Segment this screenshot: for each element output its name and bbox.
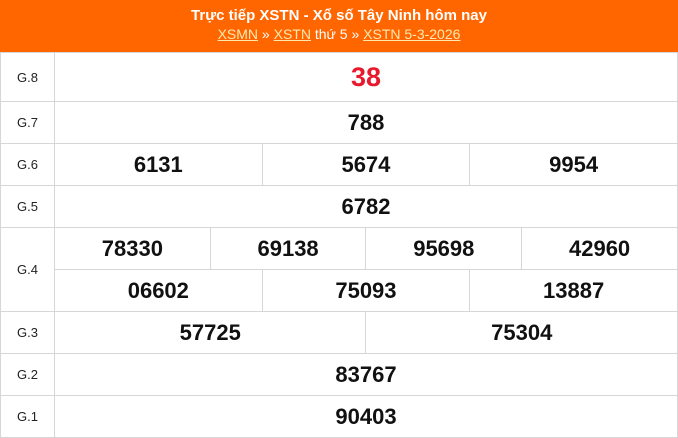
page-title: Trực tiếp XSTN - Xổ số Tây Ninh hôm nay — [191, 7, 487, 24]
prize-number: 6782 — [54, 185, 678, 228]
results-table: G.8 38 G.7 788 G.6 6131 5674 9954 G.5 6782 G.4… — [0, 52, 678, 438]
crumb-xsmn[interactable]: XSMN — [217, 26, 259, 42]
prize-number: 83767 — [54, 353, 678, 396]
prize-label: G.5 — [0, 185, 55, 228]
crumb-xstn[interactable]: XSTN — [273, 26, 311, 42]
prize-row-g8: G.8 38 — [0, 52, 678, 102]
prize-number: 95698 — [365, 227, 523, 270]
prize-number: 788 — [54, 101, 678, 144]
prize-label: G.8 — [0, 52, 55, 102]
prize-number: 38 — [54, 52, 678, 102]
prize-number: 75093 — [261, 269, 471, 312]
prize-row-g2: G.2 83767 — [0, 353, 678, 396]
prize-row-g4: G.4 78330 69138 95698 42960 — [0, 227, 678, 312]
prize-label: G.1 — [0, 395, 55, 438]
prize-label: G.6 — [0, 143, 55, 186]
prize-label: G.2 — [0, 353, 55, 396]
prize-row-g6: G.6 6131 5674 9954 — [0, 143, 678, 186]
prize-row-g1: G.1 90403 — [0, 395, 678, 438]
crumb-text: thứ 5 » — [310, 26, 364, 42]
prize-row-g5: G.5 6782 — [0, 185, 678, 228]
prize-row-g3: G.3 57725 75304 — [0, 311, 678, 354]
prize-number: 13887 — [469, 269, 678, 312]
prize-number: 06602 — [54, 269, 263, 312]
prize-number: 42960 — [521, 227, 678, 270]
prize-number: 9954 — [469, 143, 678, 186]
header: Trực tiếp XSTN - Xổ số Tây Ninh hôm nay … — [0, 0, 678, 52]
prize-number: 57725 — [53, 311, 367, 354]
prize-label: G.3 — [0, 311, 55, 354]
breadcrumb: XSMN » XSTN thứ 5 » XSTN 5-3-2026 — [0, 25, 678, 44]
prize-number: 6131 — [54, 143, 263, 186]
crumb-date[interactable]: XSTN 5-3-2026 — [363, 26, 461, 42]
prize-number: 69138 — [209, 227, 367, 270]
prize-number: 78330 — [54, 227, 211, 270]
prize-number: 5674 — [261, 143, 471, 186]
prize-row-g7: G.7 788 — [0, 101, 678, 144]
prize-row-g4b: 06602 75093 13887 — [1, 269, 678, 312]
prize-number: 75304 — [365, 311, 678, 354]
prize-label: G.4 — [0, 227, 55, 312]
crumb-sep: » — [258, 26, 274, 42]
prize-number: 90403 — [54, 395, 678, 438]
prize-label: G.7 — [0, 101, 55, 144]
